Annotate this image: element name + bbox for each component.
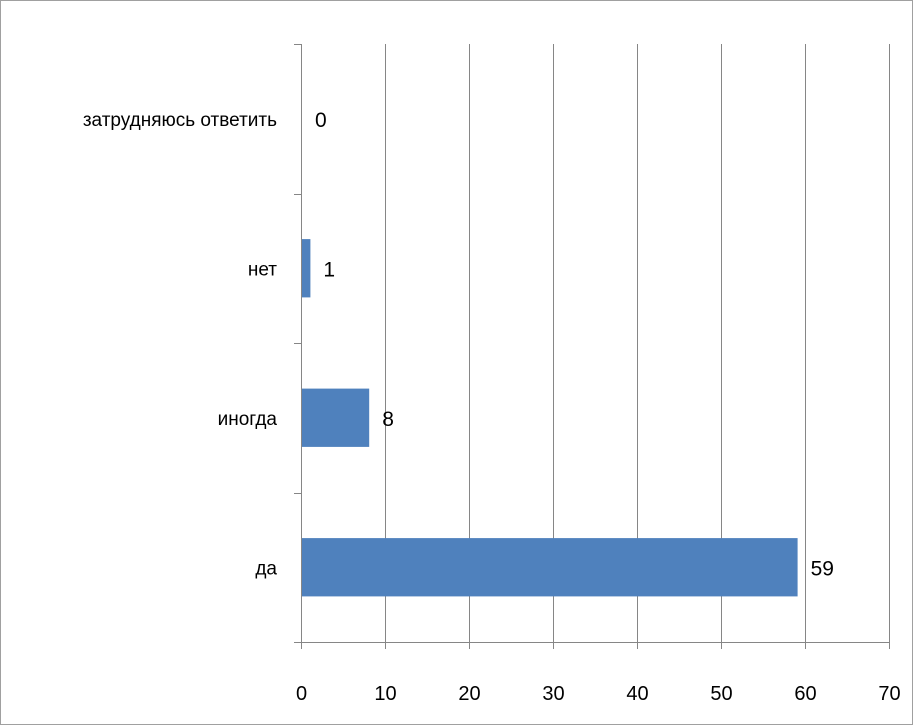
axes: [294, 44, 890, 649]
category-label: нет: [248, 259, 277, 280]
data-label: 0: [315, 109, 327, 132]
category-labels: затрудняюсь ответить нет иногда да: [83, 110, 278, 580]
x-tick-label: 10: [374, 683, 396, 705]
x-tick-label: 40: [626, 683, 648, 705]
bar: [302, 388, 370, 447]
data-label: 1: [323, 258, 335, 281]
x-tick-label: 50: [710, 683, 732, 705]
x-tick-label: 60: [794, 683, 816, 705]
x-tick-label: 20: [458, 683, 480, 705]
data-labels: 0 1 8 59: [315, 109, 834, 581]
data-label: 59: [811, 557, 834, 580]
data-label: 8: [382, 408, 394, 431]
x-tick-label: 0: [296, 683, 307, 705]
bar: [302, 239, 311, 298]
bars: [302, 239, 798, 597]
x-tick-labels: 0 10 20 30 40 50 60 70: [296, 683, 901, 705]
bar: [302, 538, 798, 597]
x-tick-label: 70: [878, 683, 900, 705]
category-label: затрудняюсь ответить: [83, 110, 277, 131]
x-tick-label: 30: [542, 683, 564, 705]
gridlines: [385, 44, 890, 642]
category-label: иногда: [218, 409, 278, 430]
category-label: да: [255, 558, 277, 579]
